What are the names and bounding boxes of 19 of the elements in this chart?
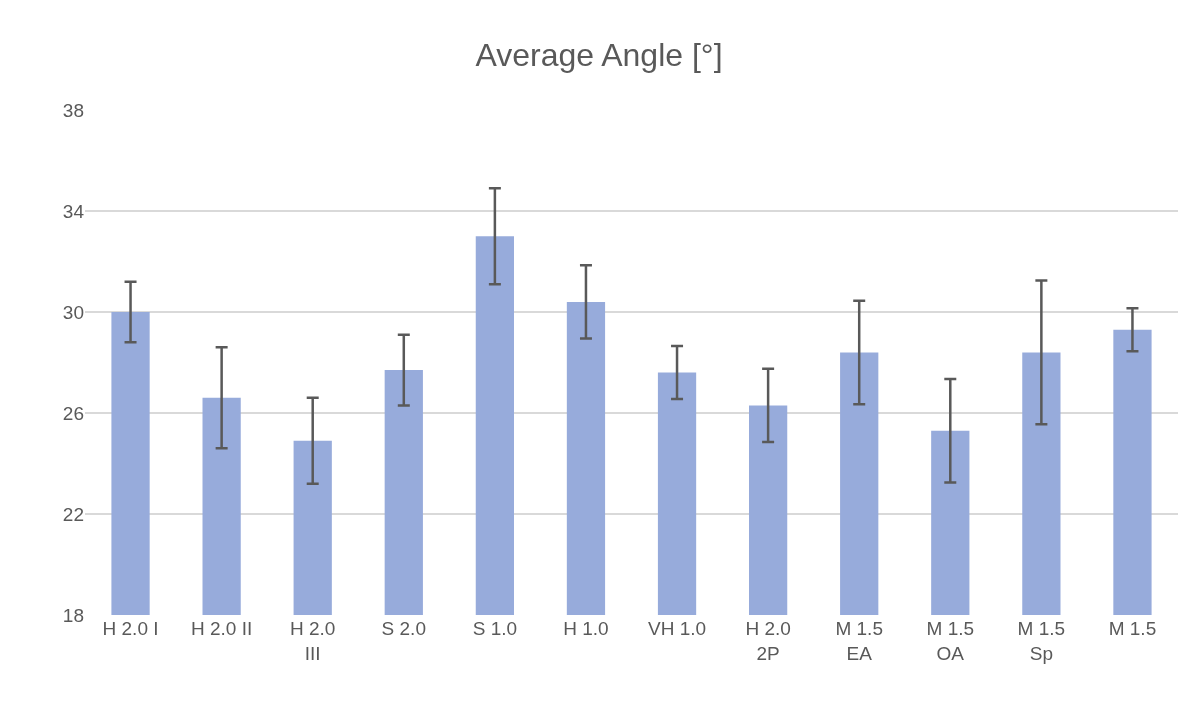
- x-tick-label: M 1.5: [1108, 618, 1157, 639]
- x-tick-label: S 2.0: [381, 618, 426, 639]
- x-tick-label: H 2.0 III: [290, 618, 336, 664]
- y-tick-label: 18: [62, 604, 84, 626]
- x-tick-label: H 2.0 I: [102, 618, 159, 639]
- y-tick-label: 30: [62, 301, 84, 323]
- x-tick-label: M 1.5 EA: [835, 618, 883, 664]
- chart-title: Average Angle [°]: [475, 36, 723, 73]
- y-tick-label: 22: [62, 503, 84, 525]
- y-tick-label: 38: [62, 99, 84, 121]
- x-tick-label: H 2.0 2P: [745, 618, 791, 664]
- x-tick-label: M 1.5 OA: [926, 618, 975, 664]
- x-tick-label: S 1.0: [472, 618, 518, 639]
- x-tick-label: VH 1.0: [647, 618, 707, 639]
- y-tick-label: 34: [62, 200, 85, 222]
- y-tick-label: 26: [62, 402, 84, 424]
- x-tick-label: H 2.0 II: [191, 618, 253, 639]
- x-tick-label: H 1.0: [563, 618, 609, 639]
- x-tick-label: M 1.5 Sp: [1017, 618, 1066, 664]
